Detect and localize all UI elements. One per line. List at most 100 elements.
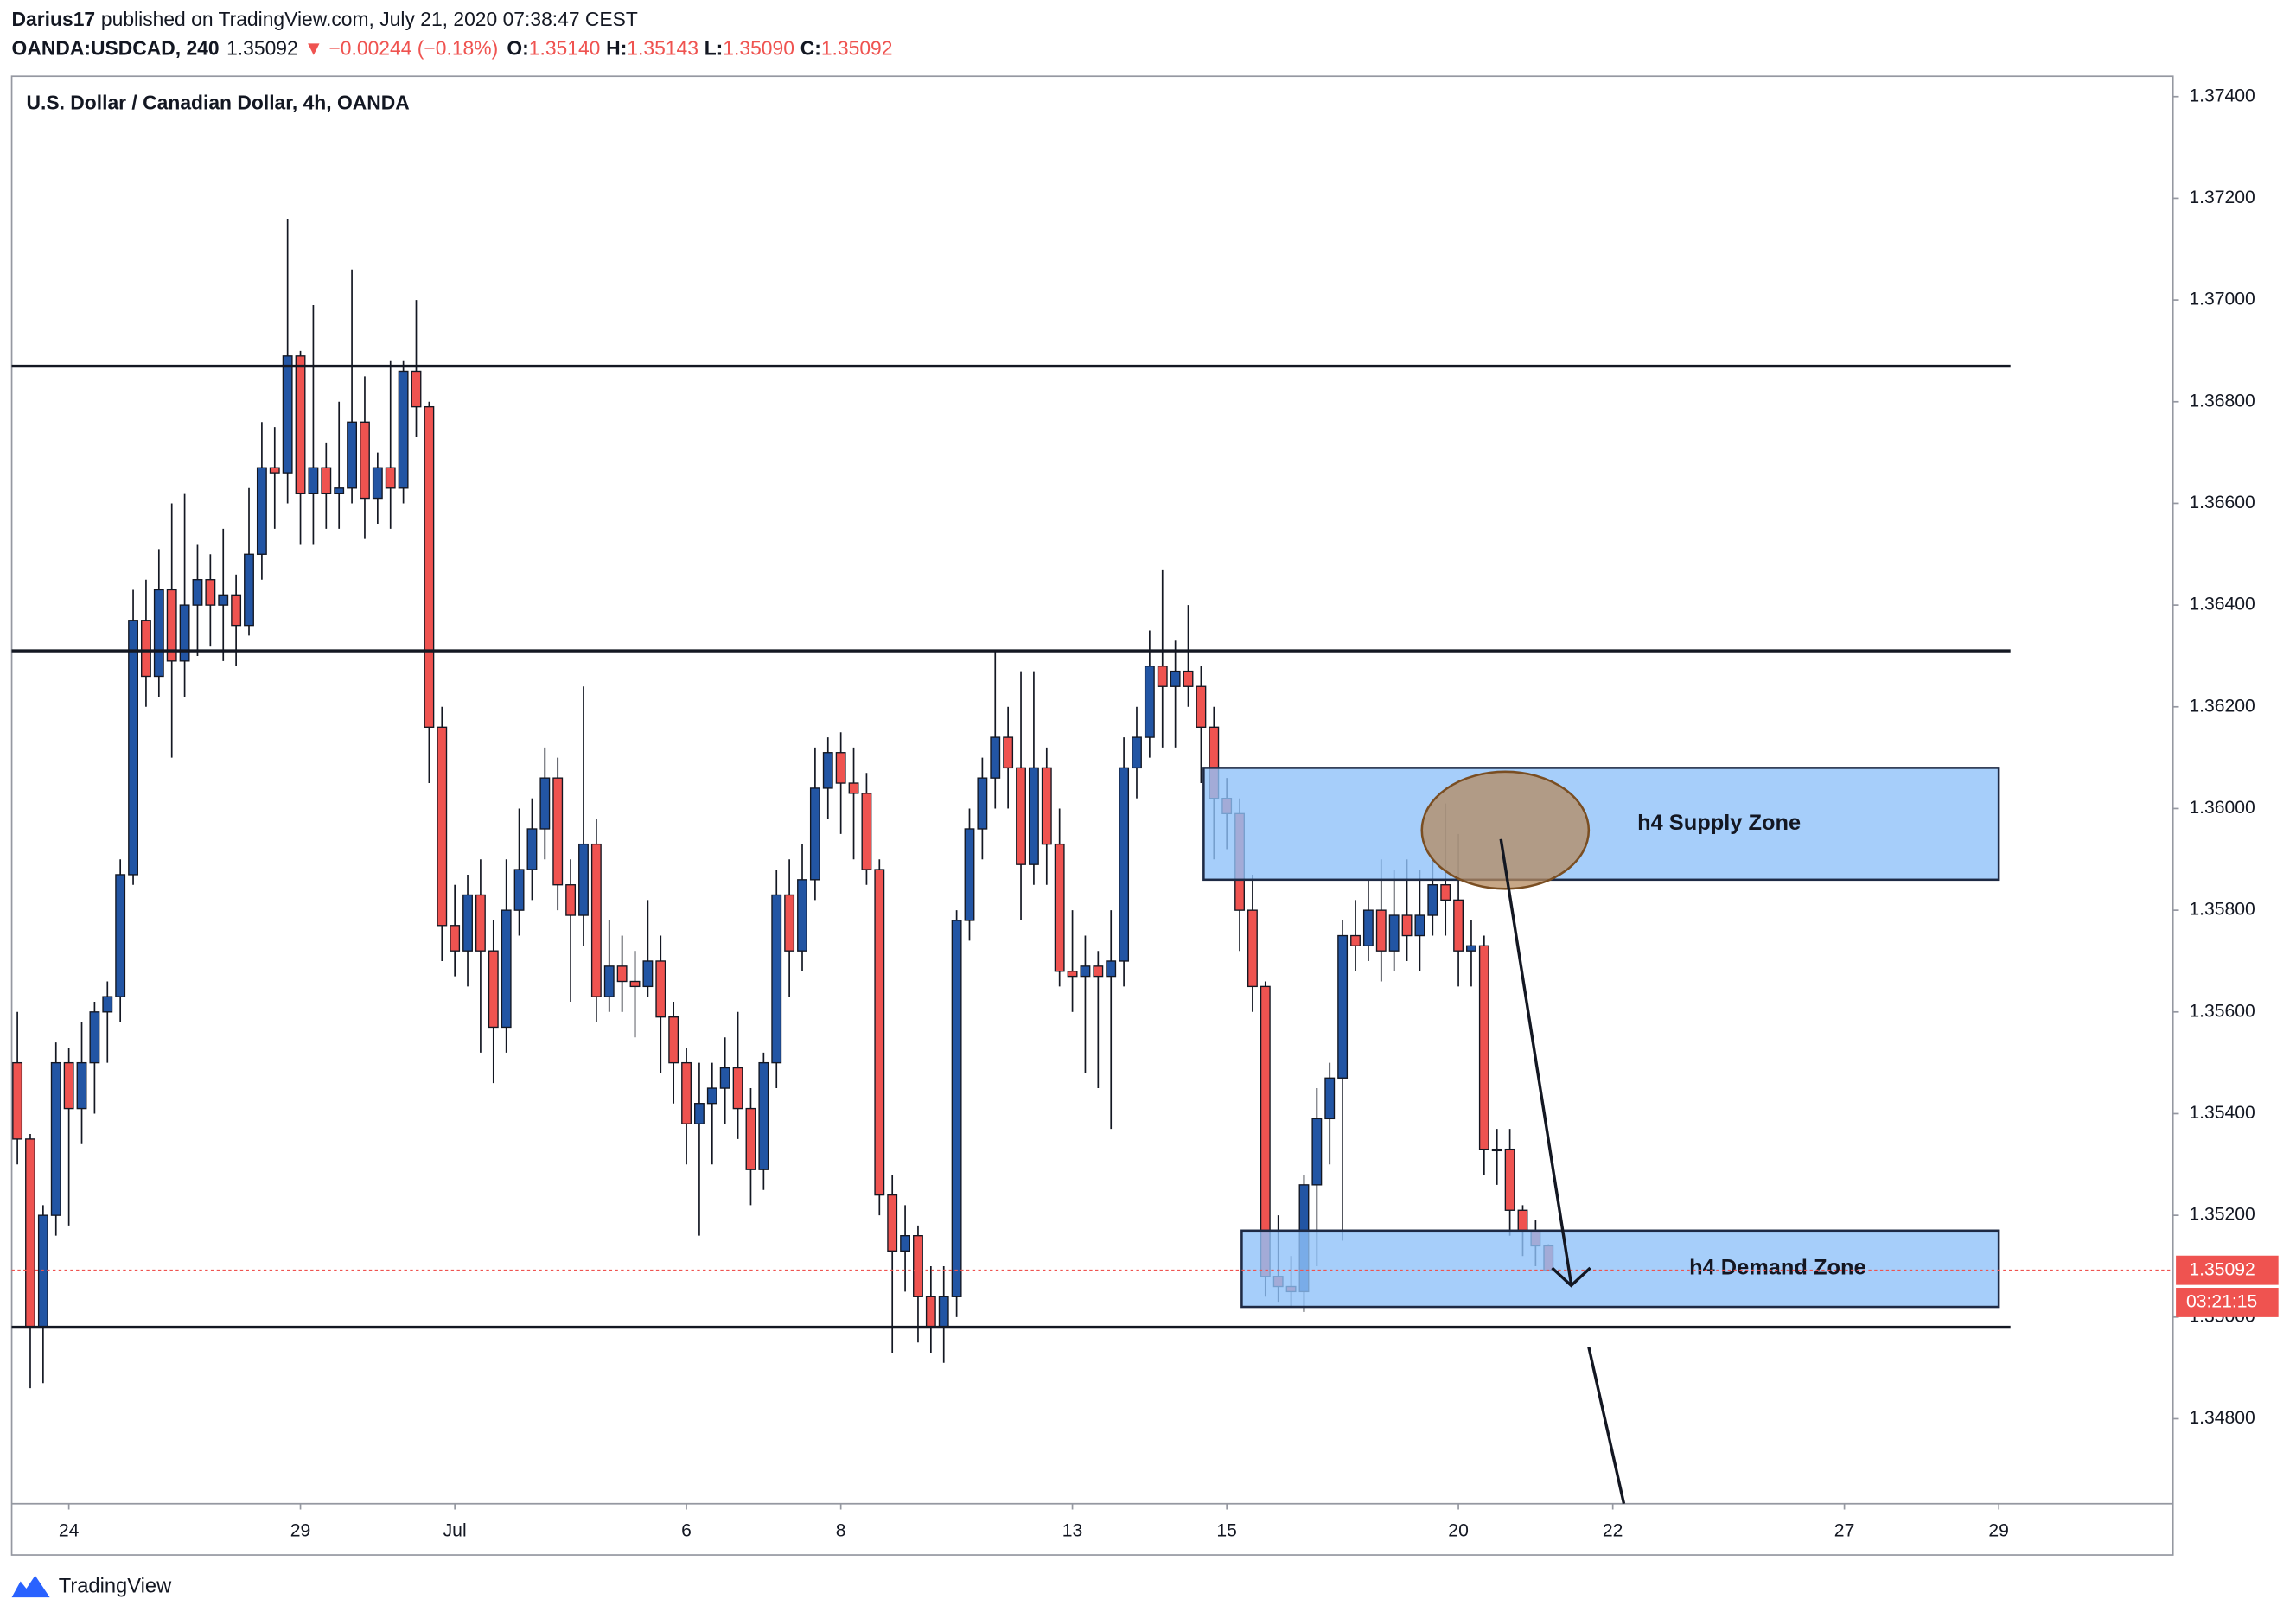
zone bbox=[1202, 767, 2000, 882]
candle-body bbox=[244, 553, 254, 627]
x-tick-label: 15 bbox=[1216, 1521, 1237, 1541]
candle-body bbox=[539, 777, 551, 830]
y-tick-label: 1.37400 bbox=[2189, 86, 2255, 105]
candle-body bbox=[1196, 685, 1207, 728]
candle-body bbox=[616, 965, 628, 983]
candle-body bbox=[437, 726, 448, 927]
candle-body bbox=[861, 793, 872, 870]
candle-body bbox=[1041, 767, 1052, 845]
candle-body bbox=[874, 869, 885, 1196]
brand-text: TradingView bbox=[59, 1576, 172, 1598]
candle-body bbox=[1003, 736, 1014, 769]
candle-body bbox=[694, 1103, 705, 1124]
zone bbox=[1240, 1229, 2000, 1309]
y-tick-label: 1.36600 bbox=[2189, 493, 2255, 513]
candle-body bbox=[1054, 843, 1065, 972]
candle-body bbox=[1119, 767, 1130, 962]
y-tick-label: 1.36000 bbox=[2189, 798, 2255, 818]
x-tick-label: 29 bbox=[290, 1521, 311, 1541]
candle-body bbox=[1311, 1118, 1323, 1186]
x-tick-label: 13 bbox=[1062, 1521, 1083, 1541]
candle-body bbox=[771, 894, 782, 1064]
header-line: Darius17 published on TradingView.com, Ju… bbox=[12, 8, 638, 30]
candle-body bbox=[1350, 934, 1361, 946]
candle-body bbox=[1028, 767, 1039, 865]
candle-body bbox=[424, 405, 435, 728]
candle-body bbox=[1478, 945, 1489, 1150]
x-tick-label: 27 bbox=[1834, 1521, 1855, 1541]
candle-body bbox=[37, 1214, 48, 1328]
candle-body bbox=[166, 589, 177, 662]
candle-body bbox=[1093, 965, 1104, 978]
arrow-head bbox=[1551, 1266, 1591, 1288]
candle-body bbox=[1491, 1148, 1502, 1152]
candle-body bbox=[745, 1107, 756, 1170]
candle-body bbox=[913, 1235, 923, 1297]
candle-body bbox=[89, 1011, 100, 1064]
candle-body bbox=[12, 1061, 23, 1140]
x-tick-label: 6 bbox=[681, 1521, 692, 1541]
zone-label: h4 Supply Zone bbox=[1637, 811, 1801, 835]
candle-body bbox=[642, 960, 654, 988]
candle-body bbox=[758, 1061, 769, 1170]
candle-body bbox=[900, 1235, 911, 1252]
candle-body bbox=[282, 355, 293, 474]
candle-body bbox=[308, 467, 319, 494]
candle-body bbox=[398, 370, 409, 489]
logo-mark bbox=[11, 1575, 50, 1598]
candle-body bbox=[1401, 914, 1413, 937]
candle-body bbox=[218, 594, 229, 606]
candle-body bbox=[192, 579, 203, 606]
candle-body bbox=[63, 1061, 74, 1110]
y-tick-label: 1.37200 bbox=[2189, 188, 2255, 207]
candle-body bbox=[1324, 1077, 1336, 1120]
candle-body bbox=[1247, 909, 1258, 988]
candle-body bbox=[784, 894, 795, 952]
o-label: O: bbox=[507, 37, 528, 60]
y-tick-label: 1.35400 bbox=[2189, 1103, 2255, 1123]
c-value: 1.35092 bbox=[821, 37, 893, 60]
candle-body bbox=[1337, 934, 1349, 1079]
candle-body bbox=[603, 965, 615, 997]
candle-body bbox=[1427, 884, 1438, 916]
x-tick-label: 20 bbox=[1448, 1521, 1469, 1541]
candle-body bbox=[1375, 909, 1387, 952]
y-tick-label: 1.35200 bbox=[2189, 1205, 2255, 1225]
candle-body bbox=[179, 604, 190, 662]
candle-body bbox=[128, 620, 138, 876]
candle-body bbox=[578, 843, 589, 916]
candle-body bbox=[565, 884, 577, 916]
brand-logo: TradingView bbox=[11, 1575, 172, 1598]
candle-body bbox=[231, 594, 242, 627]
candle-body bbox=[668, 1016, 679, 1064]
author: Darius17 bbox=[12, 8, 96, 30]
last-price-box bbox=[2176, 1255, 2279, 1285]
frame bbox=[10, 75, 2174, 1556]
published: published on TradingView.com, July 21, 2… bbox=[101, 8, 638, 30]
candle-body bbox=[102, 996, 113, 1013]
x-tick-label: 24 bbox=[59, 1521, 80, 1541]
candle-body bbox=[990, 736, 1001, 779]
candle-body bbox=[706, 1087, 718, 1105]
candle-body bbox=[1183, 670, 1194, 687]
candle-body bbox=[1362, 909, 1374, 946]
candle-body bbox=[1440, 884, 1451, 901]
candle-body bbox=[1388, 914, 1400, 952]
y-tick-label: 1.36800 bbox=[2189, 391, 2255, 411]
candle-body bbox=[256, 467, 267, 555]
candle-body bbox=[372, 467, 383, 500]
h-value: 1.35143 bbox=[627, 37, 698, 60]
candle-body bbox=[360, 421, 370, 500]
plot: 1.348001.350001.352001.354001.356001.358… bbox=[11, 86, 2255, 1541]
candle-body bbox=[462, 894, 473, 952]
countdown-label: 03:21:15 bbox=[2186, 1292, 2257, 1312]
candle-body bbox=[1080, 965, 1091, 978]
candle-body bbox=[681, 1061, 692, 1124]
chart-title: U.S. Dollar / Canadian Dollar, 4h, OANDA bbox=[26, 91, 409, 113]
candle-body bbox=[1106, 960, 1117, 978]
change: ▼ −0.00244 (−0.18%) bbox=[303, 37, 498, 60]
arrow-line bbox=[1499, 838, 1573, 1284]
candle-body bbox=[526, 828, 538, 870]
y-tick-label: 1.35600 bbox=[2189, 1001, 2255, 1021]
